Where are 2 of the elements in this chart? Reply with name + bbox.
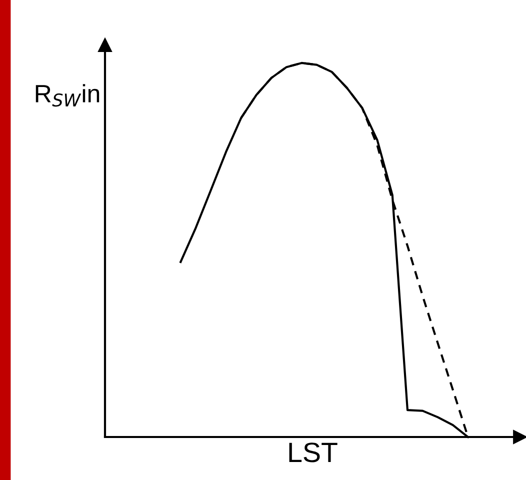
y-axis-title: R$_{SW}$in	[36, 84, 100, 107]
x-axis-title: LST	[289, 442, 338, 462]
